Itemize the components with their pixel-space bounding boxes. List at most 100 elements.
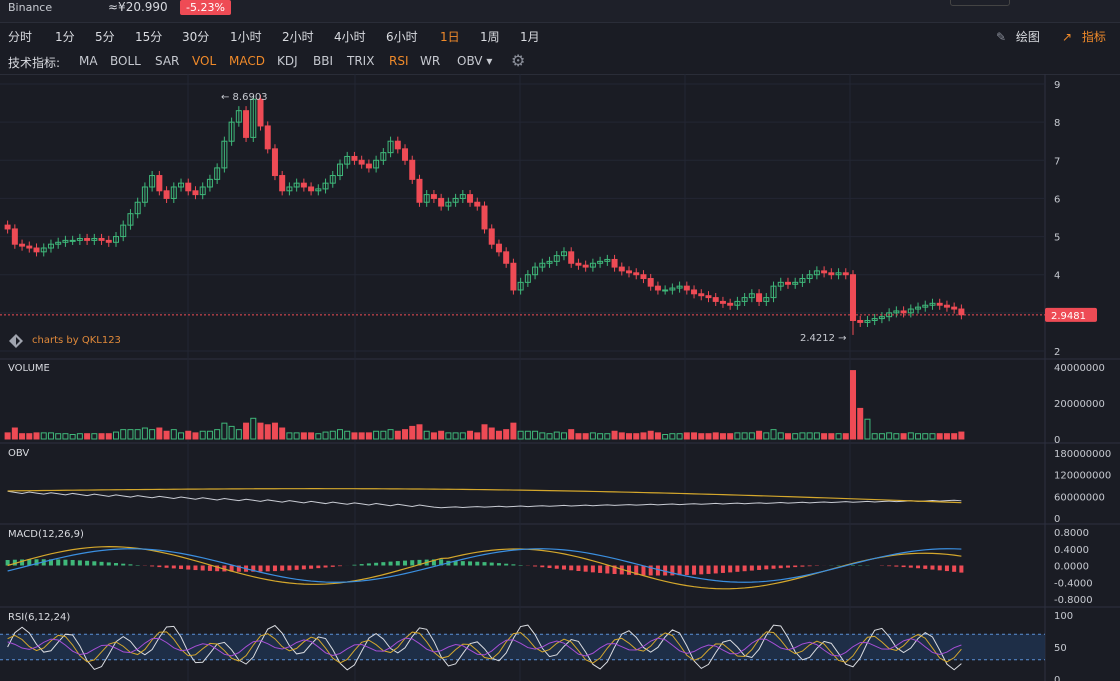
volume-bar: [221, 422, 228, 440]
indicator-bbi[interactable]: BBI: [313, 54, 334, 68]
macd-histogram-bar: [916, 565, 921, 569]
macd-histogram-bar: [113, 563, 118, 566]
indicator-obv[interactable]: OBV ▾: [457, 54, 493, 68]
macd-histogram-bar: [937, 565, 942, 571]
candle: [336, 163, 343, 177]
macd-histogram-bar: [439, 559, 444, 566]
min-annotation: 2.4212 →: [800, 333, 847, 344]
indicator-boll[interactable]: BOLL: [110, 54, 141, 68]
candle: [322, 182, 329, 190]
macd-histogram-bar: [236, 565, 241, 572]
macd-histogram-bar: [388, 561, 393, 566]
volume-bar: [741, 432, 748, 440]
price-label: ≈¥20.990: [108, 0, 168, 14]
volume-bar: [84, 433, 91, 440]
candle: [560, 251, 567, 257]
macd-histogram-bar: [540, 565, 545, 568]
volume-bar: [633, 433, 640, 440]
volume-bar: [402, 429, 409, 440]
volume-bar: [936, 433, 943, 440]
volume-bar: [727, 433, 734, 440]
volume-bar: [62, 433, 69, 440]
window-control[interactable]: [950, 0, 1010, 6]
macd-histogram-bar: [807, 565, 812, 567]
candle: [84, 237, 91, 241]
indicator-macd[interactable]: MACD: [229, 54, 265, 68]
indicator-wr[interactable]: WR: [420, 54, 441, 68]
indicator-rsi[interactable]: RSI: [389, 54, 409, 68]
volume-bar: [4, 432, 11, 440]
macd-histogram-bar: [77, 560, 82, 566]
timeframe-7[interactable]: 4小时: [334, 30, 366, 44]
candle: [654, 285, 661, 291]
volume-bar: [546, 433, 553, 440]
volume-bar: [792, 433, 799, 440]
indicator-vol[interactable]: VOL: [192, 54, 217, 68]
macd-histogram-bar: [12, 559, 17, 566]
timeframe-0[interactable]: 分时: [8, 30, 33, 44]
candle: [524, 274, 531, 283]
candle: [206, 178, 213, 188]
macd-histogram-bar: [684, 565, 689, 576]
timeframe-10[interactable]: 1周: [480, 30, 500, 44]
indicator-sar[interactable]: SAR: [155, 54, 180, 68]
draw-tool[interactable]: ✎ 绘图: [996, 28, 1040, 45]
indicator-ma[interactable]: MA: [79, 54, 98, 68]
volume-bar: [112, 431, 119, 440]
candle: [98, 237, 105, 241]
indicator-tool[interactable]: ↗ 指标: [1062, 28, 1106, 45]
timeframe-3[interactable]: 15分: [135, 30, 163, 44]
macd-histogram-bar: [403, 560, 408, 566]
timeframe-8[interactable]: 6小时: [386, 30, 418, 44]
macd-histogram-bar: [605, 565, 610, 574]
candle: [611, 258, 618, 268]
indicator-trix[interactable]: TRIX: [347, 54, 375, 68]
volume-bar: [893, 433, 900, 440]
candle: [192, 190, 199, 196]
candle: [951, 306, 958, 310]
macd-tick-label: -0.8000: [1054, 595, 1093, 606]
macd-histogram-bar: [70, 560, 75, 566]
candle: [329, 175, 336, 184]
timeframe-2[interactable]: 5分: [95, 30, 115, 44]
obv-line: [7, 490, 962, 509]
volume-bar: [228, 425, 235, 440]
gear-icon[interactable]: ⚙: [511, 51, 526, 70]
indicator-kdj[interactable]: KDJ: [277, 54, 298, 68]
volume-bar: [734, 432, 741, 440]
volume-bar: [55, 433, 62, 440]
candle: [474, 201, 481, 207]
macd-histogram-bar: [48, 559, 53, 566]
volume-bar: [647, 430, 654, 440]
candle: [76, 237, 83, 241]
candle: [185, 182, 192, 192]
y-tick-label: 2: [1054, 347, 1060, 358]
timeframe-5[interactable]: 1小时: [230, 30, 262, 44]
volume-bar: [770, 429, 777, 440]
timeframe-6[interactable]: 2小时: [282, 30, 314, 44]
candle: [792, 281, 799, 285]
timeframe-4[interactable]: 30分: [182, 30, 210, 44]
macd-histogram-bar: [366, 563, 371, 566]
candle: [698, 293, 705, 297]
volume-bar: [943, 433, 950, 440]
timeframe-11[interactable]: 1月: [520, 30, 540, 44]
watermark-logo: [9, 334, 23, 348]
candle: [293, 182, 300, 188]
candle: [416, 178, 423, 203]
volume-bar: [850, 370, 857, 440]
macd-histogram-bar: [20, 559, 25, 566]
volume-bar: [582, 433, 589, 440]
candle: [929, 302, 936, 306]
candle: [604, 258, 611, 262]
candle: [546, 260, 553, 264]
timeframe-9[interactable]: 1日: [440, 30, 460, 44]
candle: [589, 262, 596, 268]
candle: [178, 182, 185, 188]
volume-bar: [351, 432, 358, 440]
macd-dif-line: [7, 546, 962, 590]
timeframe-1[interactable]: 1分: [55, 30, 75, 44]
candle: [141, 186, 148, 203]
volume-bar: [799, 432, 806, 440]
